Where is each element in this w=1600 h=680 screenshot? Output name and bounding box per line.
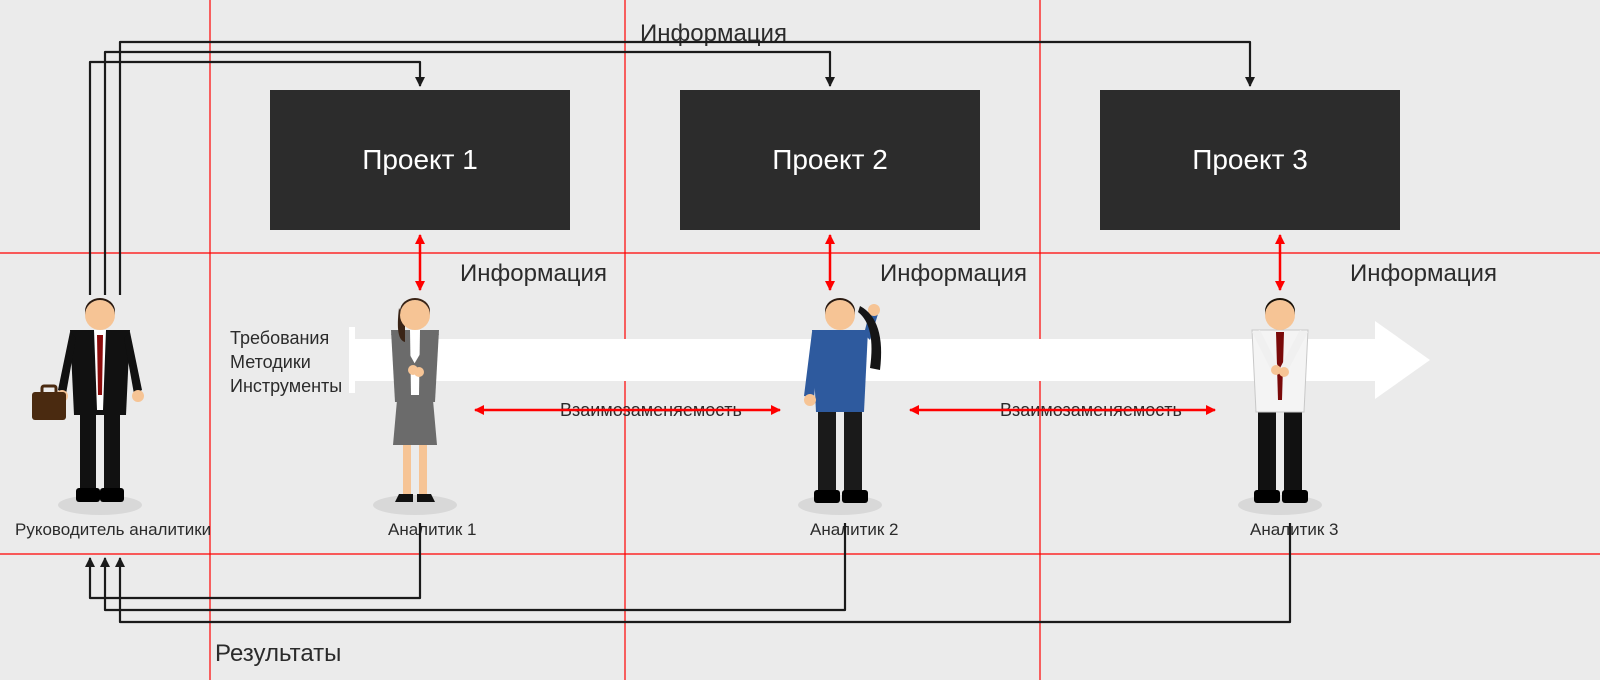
label-info-mid: Информация bbox=[880, 260, 1027, 288]
person-label-analyst1: Аналитик 1 bbox=[388, 520, 477, 540]
project-label: Проект 1 bbox=[362, 144, 478, 176]
label-info-top: Информация bbox=[640, 20, 787, 48]
project-label: Проект 2 bbox=[772, 144, 888, 176]
person-label-analyst3: Аналитик 3 bbox=[1250, 520, 1339, 540]
project-box-p3: Проект 3 bbox=[1100, 90, 1400, 230]
label-requirement: Требования bbox=[230, 328, 329, 349]
label-info-mid: Информация bbox=[460, 260, 607, 288]
label-requirement: Инструменты bbox=[230, 376, 342, 397]
project-label: Проект 3 bbox=[1192, 144, 1308, 176]
person-label-manager: Руководитель аналитики bbox=[15, 520, 211, 540]
label-requirement: Методики bbox=[230, 352, 311, 373]
label-interchange: Взаимозаменяемость bbox=[1000, 400, 1182, 421]
person-label-analyst2: Аналитик 2 bbox=[810, 520, 899, 540]
diagram-stage: Проект 1 Проект 2 Проект 3 Информация Инфор… bbox=[0, 0, 1600, 680]
project-box-p2: Проект 2 bbox=[680, 90, 980, 230]
project-box-p1: Проект 1 bbox=[270, 90, 570, 230]
label-interchange: Взаимозаменяемость bbox=[560, 400, 742, 421]
label-info-mid: Информация bbox=[1350, 260, 1497, 288]
label-results: Результаты bbox=[215, 640, 341, 668]
